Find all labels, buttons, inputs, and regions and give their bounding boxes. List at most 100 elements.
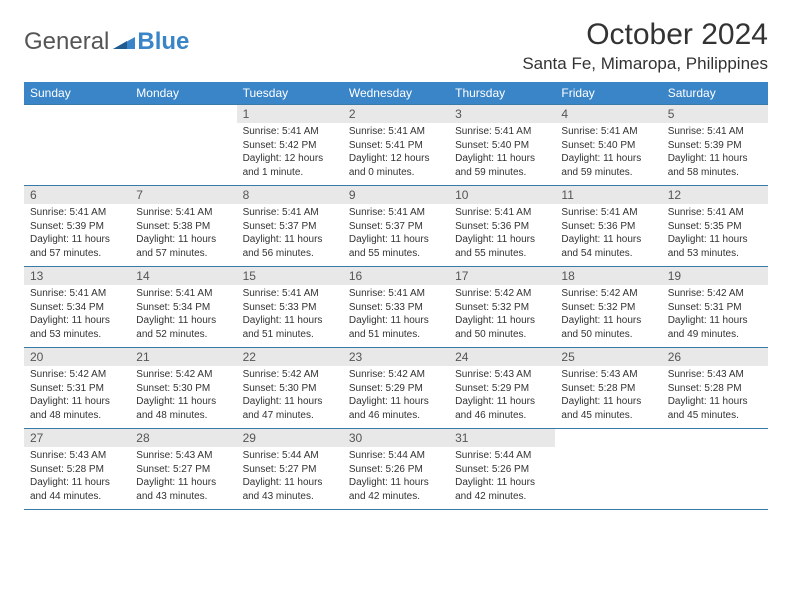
sunset-text: Sunset: 5:34 PM — [136, 301, 230, 315]
calendar-day-cell: 11Sunrise: 5:41 AMSunset: 5:36 PMDayligh… — [555, 186, 661, 267]
daylight-text: Daylight: 11 hours and 51 minutes. — [349, 314, 443, 341]
daylight-text: Daylight: 11 hours and 57 minutes. — [136, 233, 230, 260]
daylight-text: Daylight: 11 hours and 49 minutes. — [668, 314, 762, 341]
sunrise-text: Sunrise: 5:41 AM — [668, 125, 762, 139]
daylight-text: Daylight: 11 hours and 50 minutes. — [561, 314, 655, 341]
sunrise-text: Sunrise: 5:41 AM — [30, 287, 124, 301]
sunrise-text: Sunrise: 5:43 AM — [30, 449, 124, 463]
sunrise-text: Sunrise: 5:41 AM — [243, 287, 337, 301]
day-details: Sunrise: 5:41 AMSunset: 5:35 PMDaylight:… — [662, 204, 768, 266]
day-number: 12 — [662, 186, 768, 204]
calendar-week-row: 13Sunrise: 5:41 AMSunset: 5:34 PMDayligh… — [24, 267, 768, 348]
daylight-text: Daylight: 11 hours and 52 minutes. — [136, 314, 230, 341]
day-details: Sunrise: 5:41 AMSunset: 5:39 PMDaylight:… — [662, 123, 768, 185]
day-details: Sunrise: 5:42 AMSunset: 5:32 PMDaylight:… — [555, 285, 661, 347]
day-details: Sunrise: 5:41 AMSunset: 5:34 PMDaylight:… — [130, 285, 236, 347]
sunrise-text: Sunrise: 5:42 AM — [30, 368, 124, 382]
sunrise-text: Sunrise: 5:41 AM — [349, 125, 443, 139]
calendar-day-cell: 18Sunrise: 5:42 AMSunset: 5:32 PMDayligh… — [555, 267, 661, 348]
sunset-text: Sunset: 5:29 PM — [349, 382, 443, 396]
day-header: Tuesday — [237, 82, 343, 105]
calendar-day-cell: 2Sunrise: 5:41 AMSunset: 5:41 PMDaylight… — [343, 105, 449, 186]
logo-text-blue: Blue — [137, 28, 189, 56]
sunrise-text: Sunrise: 5:41 AM — [136, 206, 230, 220]
daylight-text: Daylight: 11 hours and 46 minutes. — [349, 395, 443, 422]
daylight-text: Daylight: 11 hours and 55 minutes. — [349, 233, 443, 260]
day-details: Sunrise: 5:41 AMSunset: 5:36 PMDaylight:… — [555, 204, 661, 266]
sunset-text: Sunset: 5:35 PM — [668, 220, 762, 234]
sunset-text: Sunset: 5:39 PM — [668, 139, 762, 153]
day-details: Sunrise: 5:41 AMSunset: 5:33 PMDaylight:… — [237, 285, 343, 347]
sunrise-text: Sunrise: 5:44 AM — [349, 449, 443, 463]
day-header: Thursday — [449, 82, 555, 105]
sunset-text: Sunset: 5:27 PM — [136, 463, 230, 477]
sunrise-text: Sunrise: 5:41 AM — [455, 206, 549, 220]
day-number: 20 — [24, 348, 130, 366]
day-details: Sunrise: 5:41 AMSunset: 5:33 PMDaylight:… — [343, 285, 449, 347]
logo-text-general: General — [24, 28, 109, 56]
calendar-day-cell — [662, 429, 768, 510]
day-details: Sunrise: 5:42 AMSunset: 5:32 PMDaylight:… — [449, 285, 555, 347]
sunrise-text: Sunrise: 5:41 AM — [561, 125, 655, 139]
location-text: Santa Fe, Mimaropa, Philippines — [522, 54, 768, 74]
calendar-day-cell: 31Sunrise: 5:44 AMSunset: 5:26 PMDayligh… — [449, 429, 555, 510]
calendar-day-cell: 10Sunrise: 5:41 AMSunset: 5:36 PMDayligh… — [449, 186, 555, 267]
calendar-day-cell: 22Sunrise: 5:42 AMSunset: 5:30 PMDayligh… — [237, 348, 343, 429]
sunset-text: Sunset: 5:33 PM — [349, 301, 443, 315]
calendar-day-cell: 15Sunrise: 5:41 AMSunset: 5:33 PMDayligh… — [237, 267, 343, 348]
day-details: Sunrise: 5:41 AMSunset: 5:38 PMDaylight:… — [130, 204, 236, 266]
header: General Blue October 2024 Santa Fe, Mima… — [24, 18, 768, 74]
day-number: 23 — [343, 348, 449, 366]
day-details: Sunrise: 5:41 AMSunset: 5:36 PMDaylight:… — [449, 204, 555, 266]
daylight-text: Daylight: 11 hours and 58 minutes. — [668, 152, 762, 179]
sunrise-text: Sunrise: 5:42 AM — [243, 368, 337, 382]
sunrise-text: Sunrise: 5:43 AM — [668, 368, 762, 382]
sunrise-text: Sunrise: 5:42 AM — [455, 287, 549, 301]
day-number: 2 — [343, 105, 449, 123]
sunset-text: Sunset: 5:30 PM — [136, 382, 230, 396]
calendar-day-cell: 8Sunrise: 5:41 AMSunset: 5:37 PMDaylight… — [237, 186, 343, 267]
day-number: 24 — [449, 348, 555, 366]
calendar-day-cell: 9Sunrise: 5:41 AMSunset: 5:37 PMDaylight… — [343, 186, 449, 267]
day-number: 28 — [130, 429, 236, 447]
day-header: Sunday — [24, 82, 130, 105]
daylight-text: Daylight: 11 hours and 44 minutes. — [30, 476, 124, 503]
calendar-day-cell — [24, 105, 130, 186]
calendar-day-cell: 30Sunrise: 5:44 AMSunset: 5:26 PMDayligh… — [343, 429, 449, 510]
sunrise-text: Sunrise: 5:43 AM — [455, 368, 549, 382]
day-number: 4 — [555, 105, 661, 123]
calendar-day-cell: 24Sunrise: 5:43 AMSunset: 5:29 PMDayligh… — [449, 348, 555, 429]
day-header: Monday — [130, 82, 236, 105]
calendar-day-cell: 17Sunrise: 5:42 AMSunset: 5:32 PMDayligh… — [449, 267, 555, 348]
sunrise-text: Sunrise: 5:41 AM — [349, 206, 443, 220]
daylight-text: Daylight: 11 hours and 50 minutes. — [455, 314, 549, 341]
logo: General Blue — [24, 28, 189, 56]
calendar-week-row: 6Sunrise: 5:41 AMSunset: 5:39 PMDaylight… — [24, 186, 768, 267]
day-details: Sunrise: 5:43 AMSunset: 5:28 PMDaylight:… — [662, 366, 768, 428]
calendar-day-cell: 21Sunrise: 5:42 AMSunset: 5:30 PMDayligh… — [130, 348, 236, 429]
sunset-text: Sunset: 5:28 PM — [30, 463, 124, 477]
sunrise-text: Sunrise: 5:42 AM — [561, 287, 655, 301]
day-number: 21 — [130, 348, 236, 366]
calendar-day-cell: 1Sunrise: 5:41 AMSunset: 5:42 PMDaylight… — [237, 105, 343, 186]
daylight-text: Daylight: 11 hours and 59 minutes. — [561, 152, 655, 179]
daylight-text: Daylight: 12 hours and 0 minutes. — [349, 152, 443, 179]
day-details: Sunrise: 5:42 AMSunset: 5:30 PMDaylight:… — [130, 366, 236, 428]
sunrise-text: Sunrise: 5:43 AM — [136, 449, 230, 463]
day-number: 16 — [343, 267, 449, 285]
daylight-text: Daylight: 11 hours and 46 minutes. — [455, 395, 549, 422]
day-details: Sunrise: 5:41 AMSunset: 5:41 PMDaylight:… — [343, 123, 449, 185]
daylight-text: Daylight: 11 hours and 57 minutes. — [30, 233, 124, 260]
daylight-text: Daylight: 11 hours and 51 minutes. — [243, 314, 337, 341]
sunset-text: Sunset: 5:34 PM — [30, 301, 124, 315]
day-details: Sunrise: 5:41 AMSunset: 5:37 PMDaylight:… — [343, 204, 449, 266]
daylight-text: Daylight: 11 hours and 42 minutes. — [455, 476, 549, 503]
day-header: Wednesday — [343, 82, 449, 105]
calendar-day-cell: 16Sunrise: 5:41 AMSunset: 5:33 PMDayligh… — [343, 267, 449, 348]
day-number: 19 — [662, 267, 768, 285]
calendar-day-cell: 25Sunrise: 5:43 AMSunset: 5:28 PMDayligh… — [555, 348, 661, 429]
sunset-text: Sunset: 5:40 PM — [455, 139, 549, 153]
day-number: 15 — [237, 267, 343, 285]
daylight-text: Daylight: 12 hours and 1 minute. — [243, 152, 337, 179]
daylight-text: Daylight: 11 hours and 48 minutes. — [136, 395, 230, 422]
